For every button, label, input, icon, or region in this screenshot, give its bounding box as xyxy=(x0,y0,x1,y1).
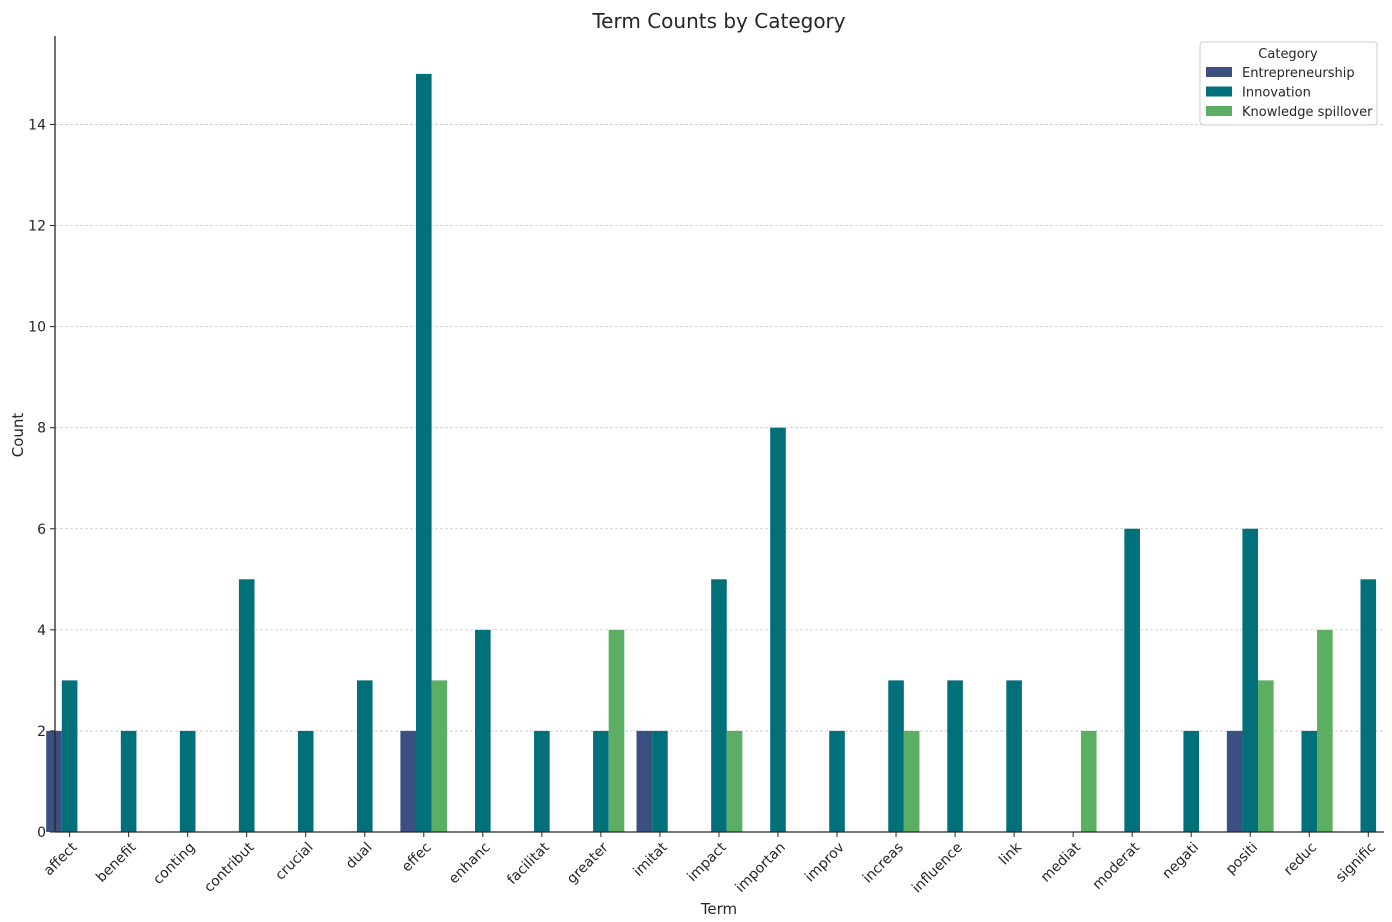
bar xyxy=(770,427,786,832)
grid-lines xyxy=(55,124,1384,732)
x-tick-label: increas xyxy=(860,840,907,887)
bar xyxy=(46,730,62,832)
bar xyxy=(475,629,491,832)
bar xyxy=(238,579,255,832)
x-tick-label: contribut xyxy=(201,839,258,896)
bar xyxy=(636,730,653,832)
bar xyxy=(829,730,845,832)
legend: Category Entrepreneurship Innovation Knowl… xyxy=(1199,41,1378,126)
bar xyxy=(1080,730,1097,832)
x-tick-label: negati xyxy=(1159,840,1202,883)
bar xyxy=(903,730,920,832)
chart-title: Term Counts by Category xyxy=(591,9,845,33)
x-tick-label: enhanc xyxy=(446,840,494,888)
x-tick-label: dual xyxy=(343,840,376,873)
bar xyxy=(61,680,78,832)
y-tick-label: 2 xyxy=(37,724,46,740)
axes xyxy=(54,36,1384,833)
x-tick-label: imitat xyxy=(630,839,671,880)
bar xyxy=(888,680,904,832)
x-tick-label: facilitat xyxy=(504,839,553,888)
bar xyxy=(297,730,314,832)
x-tick-label: link xyxy=(996,839,1025,868)
x-tick-label: reduc xyxy=(1281,840,1320,879)
bar xyxy=(608,629,625,832)
x-tick-label: greater xyxy=(564,839,612,887)
x-tick-label: positi xyxy=(1223,840,1261,878)
bar xyxy=(179,730,196,832)
legend-label: Innovation xyxy=(1242,86,1311,101)
x-tick-label: improv xyxy=(802,840,848,886)
y-tick-label: 10 xyxy=(28,320,46,336)
x-tick-label: benefit xyxy=(93,839,140,886)
bars xyxy=(46,73,1377,832)
y-tick-label: 6 xyxy=(37,522,46,538)
bar xyxy=(1183,730,1200,832)
y-ticks: 0 2 4 6 8 10 12 14 xyxy=(28,117,55,841)
bar xyxy=(415,73,432,832)
legend-label: Knowledge spillover xyxy=(1242,105,1373,120)
bar xyxy=(652,730,668,832)
bar xyxy=(400,730,416,832)
bar xyxy=(947,680,963,832)
bar xyxy=(1301,730,1318,832)
bar xyxy=(726,730,743,832)
x-tick-label: affect xyxy=(41,839,81,879)
x-tick-label: impact xyxy=(684,839,730,885)
bar xyxy=(120,730,137,832)
y-axis-label: Count xyxy=(9,413,27,458)
bar xyxy=(1226,730,1243,832)
x-tick-label: influence xyxy=(909,840,966,897)
bar xyxy=(1006,680,1022,832)
bar xyxy=(1360,579,1377,832)
bar xyxy=(1242,528,1259,832)
bar xyxy=(1124,528,1140,832)
legend-frame xyxy=(1199,41,1378,126)
bar xyxy=(593,730,609,832)
bar xyxy=(431,680,448,832)
y-tick-label: 0 xyxy=(37,825,46,841)
x-tick-label: effec xyxy=(399,840,435,876)
x-tick-label: signific xyxy=(1333,840,1379,886)
x-axis-label: Term xyxy=(700,900,737,918)
y-tick-label: 12 xyxy=(28,219,46,235)
x-tick-label: importan xyxy=(732,840,788,896)
bar xyxy=(356,680,373,832)
bar xyxy=(711,579,727,832)
bar xyxy=(1317,629,1333,832)
x-tick-label: mediat xyxy=(1038,839,1084,885)
bar xyxy=(534,730,550,832)
legend-swatch xyxy=(1206,86,1232,97)
legend-swatch xyxy=(1206,67,1232,77)
legend-label: Entrepreneurship xyxy=(1242,66,1355,81)
y-tick-label: 14 xyxy=(28,117,46,133)
y-tick-label: 4 xyxy=(37,623,46,639)
bar xyxy=(1258,680,1274,832)
x-ticks: affect benefit conting contribut crucial dual… xyxy=(41,832,1379,896)
y-tick-label: 8 xyxy=(37,421,46,437)
legend-title: Category xyxy=(1258,47,1318,62)
x-tick-label: crucial xyxy=(272,840,316,884)
x-tick-label: conting xyxy=(150,840,198,888)
x-tick-label: moderat xyxy=(1090,839,1144,893)
legend-swatch xyxy=(1206,106,1232,116)
